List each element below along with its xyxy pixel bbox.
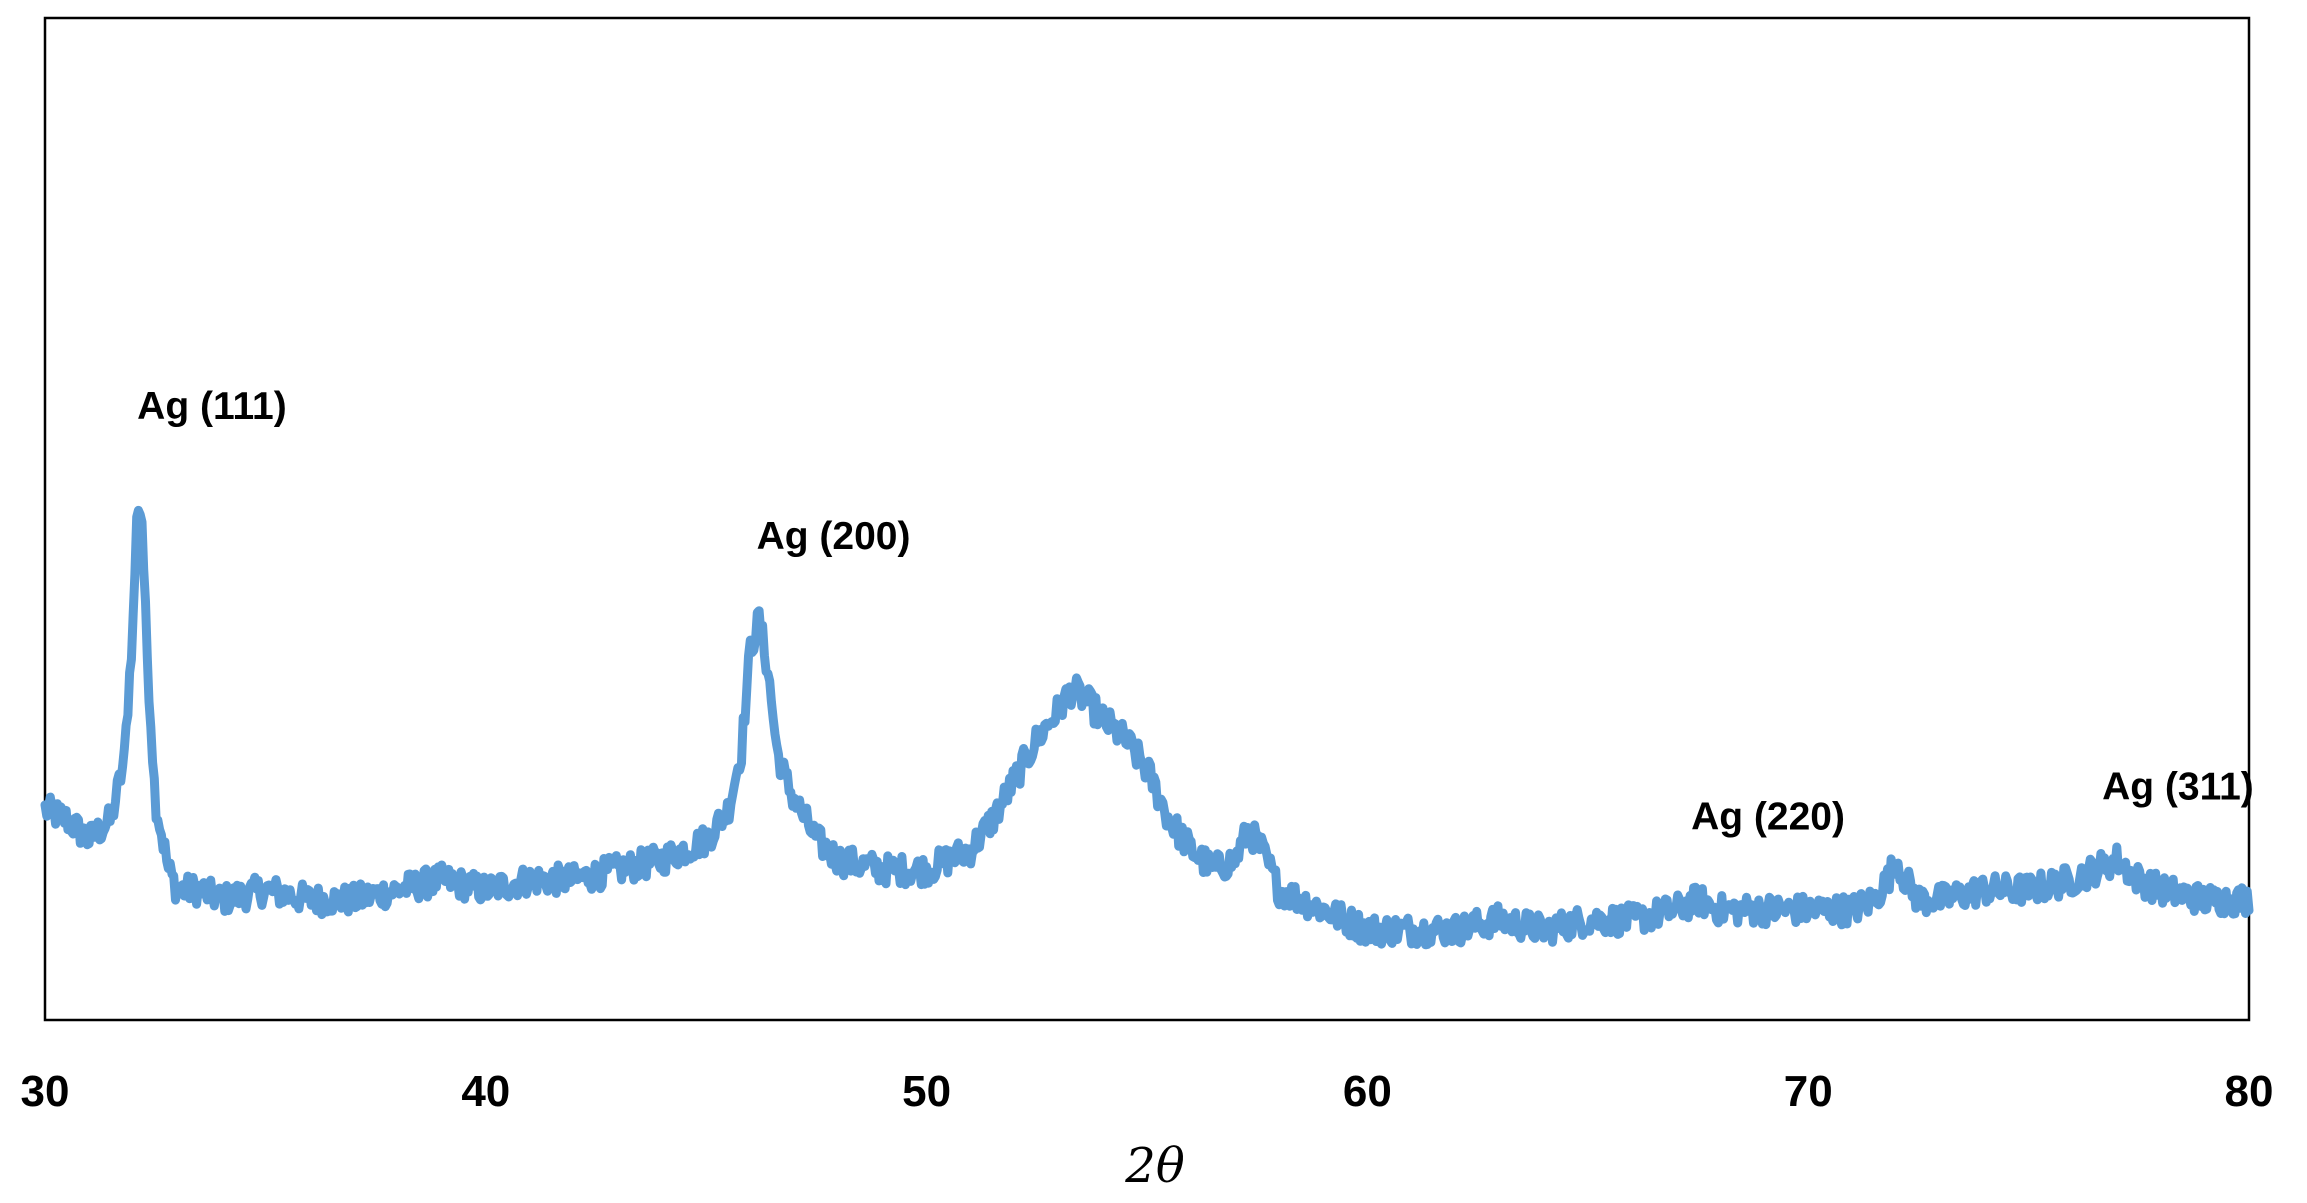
- x-tick-label: 80: [2225, 1067, 2274, 1116]
- x-tick-label: 30: [21, 1067, 70, 1116]
- plot-frame: [43, 16, 2251, 1022]
- series-layer: [40, 505, 2254, 950]
- x-tick-label: 50: [902, 1067, 951, 1116]
- peak-label: Ag (311): [2102, 766, 2254, 809]
- peak-annotations: Ag (111) Ag (200) Ag (220) Ag (311): [137, 385, 2254, 839]
- peak-label: Ag (200): [757, 515, 911, 558]
- x-tick-labels: 30 40 50 60 70 80: [21, 1067, 2274, 1116]
- peak-label: Ag (220): [1691, 796, 1845, 839]
- series-line: [40, 505, 2254, 950]
- x-tick-label: 70: [1784, 1067, 1833, 1116]
- x-tick-label: 60: [1343, 1067, 1392, 1116]
- peak-label: Ag (111): [137, 385, 287, 428]
- x-axis-title: 2θ: [1124, 1138, 1185, 1194]
- x-tick-label: 40: [461, 1067, 510, 1116]
